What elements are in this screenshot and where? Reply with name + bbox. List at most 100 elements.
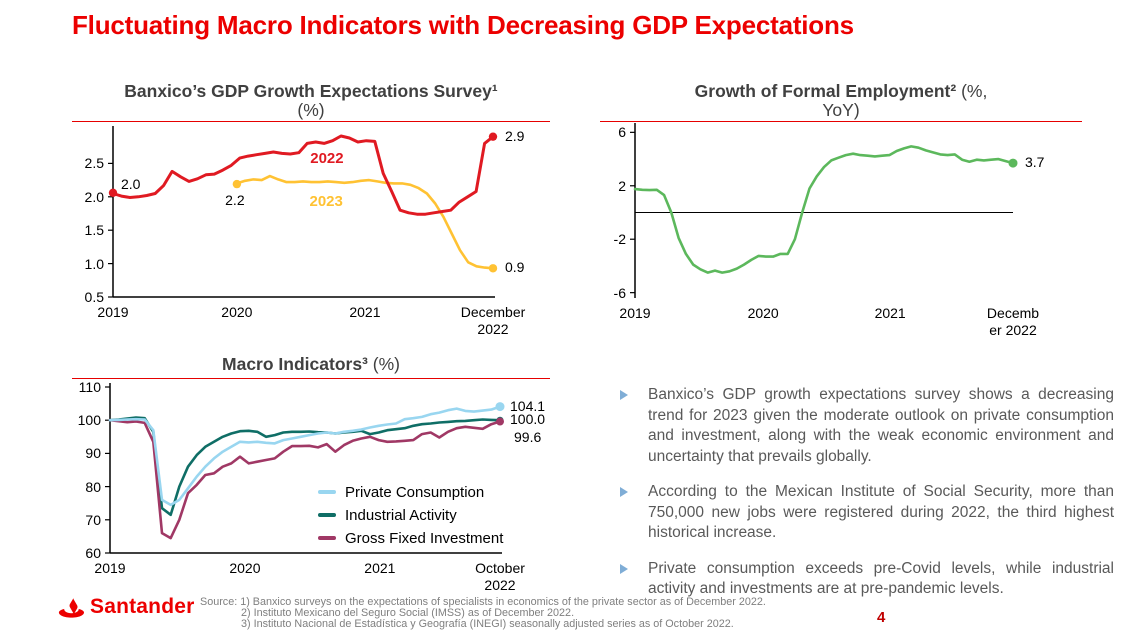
bullet-triangle-icon <box>620 563 628 574</box>
gdp-survey-plot-area: 0.5 1.0 1.5 2.0 2.5 2019 2020 2021 December 2022… <box>72 123 550 338</box>
x-tick-label: 2021 <box>349 304 381 320</box>
chart-title-text: Growth of Formal Employment² <box>694 81 957 101</box>
legend-item: Industrial Activity <box>318 506 503 524</box>
x-tick-label: 2019 <box>619 305 651 321</box>
chart-annotation: 104.1 <box>510 397 546 414</box>
y-tick-label: 0.5 <box>84 289 104 305</box>
source-line: 2) Instituto Mexicano del Seguro Social … <box>241 606 575 619</box>
bullet-text: Private consumption exceeds pre-Covid le… <box>648 559 1114 598</box>
formal_employment-svg <box>630 123 1018 298</box>
source-line: 3) Instituto Nacional de Estadística y G… <box>241 617 734 630</box>
chart-annotation: 3.7 <box>1025 154 1045 171</box>
source-line: Source: 1) Banxico surveys on the expect… <box>200 596 766 608</box>
santander-flame-icon <box>58 597 85 618</box>
chart-panel-macro-indicators: Macro Indicators³ (%) 60 70 80 90 100 110 2019… <box>72 352 550 595</box>
x-tick-label: 2020 <box>221 304 253 320</box>
legend-swatch-icon <box>318 513 336 517</box>
list-item: According to the Mexican Institute of So… <box>608 482 1114 544</box>
series-line-formal-employment-growth <box>633 145 1015 274</box>
y-tick-label: 2.5 <box>84 155 104 172</box>
y-tick-label: 1.0 <box>84 255 104 272</box>
y-tick-label: 1.5 <box>84 222 104 239</box>
x-tick-label: Decemb er 2022 <box>986 305 1040 338</box>
chart-annotation: 99.6 <box>514 429 542 446</box>
source-notes: Source: 1) Banxico surveys on the expect… <box>200 597 766 630</box>
x-tick-label: 2020 <box>229 560 261 576</box>
page-number: 4 <box>877 609 886 626</box>
series-line-2022 <box>111 134 495 216</box>
y-tick-label: 60 <box>85 545 101 561</box>
x-tick-label: 2019 <box>94 560 126 576</box>
x-tick-label: 2021 <box>874 305 906 321</box>
chart-title-gdp-survey: Banxico’s GDP Growth Expectations Survey… <box>72 82 550 120</box>
brand-wordmark: Santander <box>90 595 195 618</box>
series-line-industrial-activity <box>108 416 502 517</box>
chart-annotation: 0.9 <box>505 259 525 276</box>
bullet-text: According to the Mexican Institute of So… <box>648 483 1114 541</box>
point-marker <box>495 402 505 412</box>
title-underline <box>72 121 550 122</box>
point-marker <box>1008 158 1018 168</box>
x-tick-label: 2021 <box>364 560 396 576</box>
chart-title-formal-employment: Growth of Formal Employment² (%, YoY) <box>600 82 1082 120</box>
x-tick-label: October 2022 <box>475 560 525 593</box>
chart-subtitle: YoY) <box>822 100 860 120</box>
gdp_survey-svg <box>108 126 498 298</box>
x-tick-label: 2019 <box>97 304 129 320</box>
commentary-list: Banxico’s GDP growth expectations survey… <box>608 385 1114 600</box>
legend-item: Private Consumption <box>318 483 503 501</box>
series-line-gross-fixed-investment <box>108 418 502 540</box>
point-marker <box>488 132 498 141</box>
chart-title-macro-indicators: Macro Indicators³ (%) <box>72 352 550 377</box>
macro-indicators-plot-area: 60 70 80 90 100 110 2019 2020 2021 October 2022 10… <box>72 379 550 595</box>
chart-panel-formal-employment: Growth of Formal Employment² (%, YoY) 6 2… <box>600 82 1082 338</box>
title-underline <box>600 121 1082 122</box>
chart-annotation: 2.9 <box>505 127 525 144</box>
chart-annotation: 2.2 <box>225 192 245 209</box>
title-underline <box>72 378 550 379</box>
legend-label: Industrial Activity <box>345 506 457 524</box>
bullet-triangle-icon <box>620 390 628 400</box>
chart-title-rest: (%, <box>956 81 988 101</box>
bullet-triangle-icon <box>620 487 628 497</box>
list-item: Banxico’s GDP growth expectations survey… <box>608 385 1114 467</box>
y-tick-label: 6 <box>618 124 626 141</box>
y-tick-label: -6 <box>613 284 626 301</box>
y-tick-label: 80 <box>85 478 101 495</box>
y-tick-label: 90 <box>85 445 101 462</box>
chart-annotation: 2023 <box>309 193 343 211</box>
point-marker <box>496 417 504 426</box>
y-tick-label: 2 <box>618 177 626 194</box>
santander-logo: Santander <box>58 595 195 619</box>
chart-legend: Private Consumption Industrial Activity Gr… <box>318 483 504 547</box>
point-marker <box>108 188 118 197</box>
chart-title-text: Banxico’s GDP Growth Expectations Survey… <box>124 81 498 101</box>
y-tick-label: 70 <box>85 511 101 528</box>
chart-title-text: Macro Indicators³ <box>222 354 368 374</box>
chart-subtitle: (%) <box>297 100 325 120</box>
x-tick-label: 2020 <box>747 305 779 321</box>
legend-swatch-icon <box>318 490 336 494</box>
chart-annotation: 100.0 <box>510 411 546 428</box>
chart-panel-gdp-survey: Banxico’s GDP Growth Expectations Survey… <box>72 82 550 338</box>
slide-title: Fluctuating Macro Indicators with Decrea… <box>72 10 854 40</box>
y-tick-label: 100 <box>77 412 101 429</box>
series-line-2023 <box>235 174 495 270</box>
chart-annotation: 2.0 <box>121 175 141 192</box>
chart-title-rest: (%) <box>367 354 400 374</box>
series-line-private-consumption <box>108 405 502 507</box>
point-marker <box>488 264 498 273</box>
y-tick-label: -2 <box>613 231 626 248</box>
point-marker <box>232 179 242 189</box>
macro_indicators-svg <box>105 383 505 554</box>
legend-swatch-icon <box>318 536 336 540</box>
legend-item: Gross Fixed Investment <box>318 529 504 547</box>
bullet-text: Banxico’s GDP growth expectations survey… <box>648 386 1114 465</box>
y-tick-label: 2.0 <box>84 188 104 205</box>
legend-label: Private Consumption <box>345 483 485 501</box>
list-item: Private consumption exceeds pre-Covid le… <box>608 559 1114 600</box>
chart-annotation: 2022 <box>310 150 344 168</box>
formal-employment-plot-area: 6 2 -2 -6 2019 2020 2021 Decemb er 2022 3.7 <box>600 123 1082 338</box>
legend-label: Gross Fixed Investment <box>345 529 504 547</box>
